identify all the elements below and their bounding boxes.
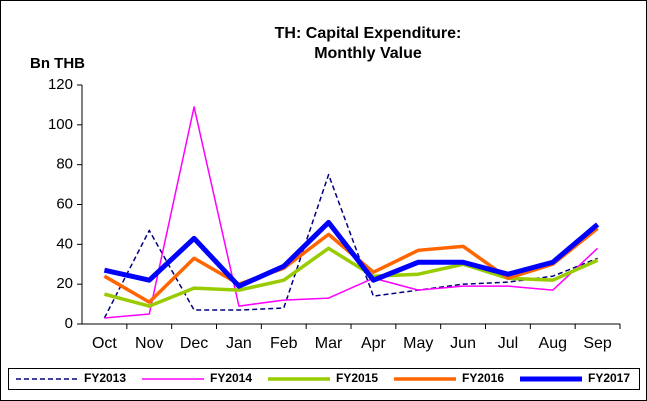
legend-label: FY2014: [210, 371, 252, 385]
y-tick-label: 0: [65, 315, 73, 332]
chart-title: TH: Capital Expenditure:: [275, 25, 462, 42]
x-tick-label: Oct: [92, 335, 117, 352]
legend-label: FY2013: [84, 371, 126, 385]
chart-title: Monthly Value: [314, 45, 422, 62]
x-tick-label: Jul: [498, 335, 518, 352]
x-tick-label: Mar: [315, 335, 343, 352]
legend-label: FY2016: [462, 371, 504, 385]
legend-label: FY2015: [336, 371, 378, 385]
x-tick-label: Dec: [180, 335, 208, 352]
y-tick-label: 60: [56, 195, 73, 212]
y-tick-label: 100: [48, 116, 73, 133]
x-tick-label: Feb: [270, 335, 298, 352]
line-series: [104, 106, 599, 319]
line-series: [103, 173, 598, 319]
line-series: [103, 246, 599, 308]
x-tick-label: Nov: [135, 335, 163, 352]
x-tick-label: Jan: [226, 335, 252, 352]
x-tick-label: Jun: [450, 335, 476, 352]
x-tick-label: Apr: [361, 335, 387, 352]
legend-label: FY2017: [588, 371, 630, 385]
y-axis-label: Bn THB: [30, 55, 85, 72]
y-tick-label: 40: [56, 235, 73, 252]
line-series: [103, 219, 600, 289]
x-tick-label: Sep: [583, 335, 612, 352]
y-tick-label: 80: [56, 156, 73, 173]
y-tick-label: 120: [48, 76, 73, 93]
x-tick-label: Aug: [539, 335, 567, 352]
y-tick-label: 20: [56, 275, 73, 292]
x-tick-label: May: [403, 335, 433, 352]
